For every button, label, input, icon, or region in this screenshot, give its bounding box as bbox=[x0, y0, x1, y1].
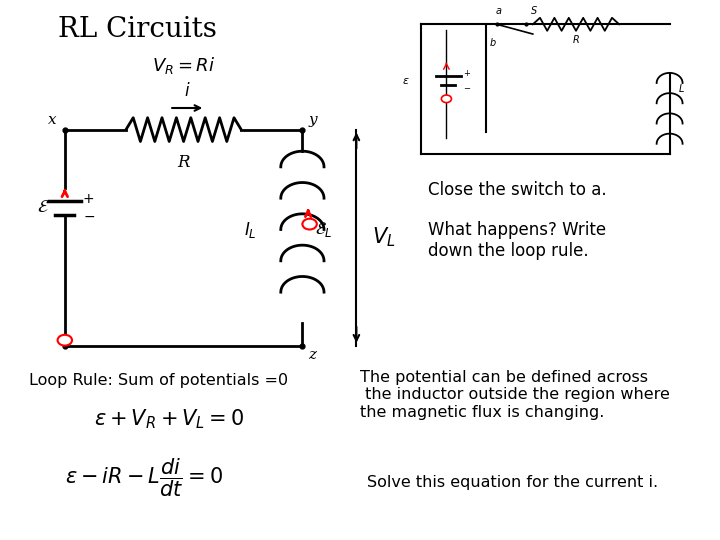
Text: $-$: $-$ bbox=[83, 209, 95, 223]
Text: The potential can be defined across
 the inductor outside the region where
the m: The potential can be defined across the … bbox=[360, 370, 670, 420]
Text: $\varepsilon$: $\varepsilon$ bbox=[402, 76, 409, 86]
Text: L: L bbox=[678, 84, 683, 94]
Text: Loop Rule: Sum of potentials =0: Loop Rule: Sum of potentials =0 bbox=[29, 373, 288, 388]
Text: $\varepsilon - iR - L\dfrac{di}{dt} = 0$: $\varepsilon - iR - L\dfrac{di}{dt} = 0$ bbox=[65, 456, 222, 499]
Text: $I_L$: $I_L$ bbox=[244, 219, 257, 240]
Circle shape bbox=[58, 335, 72, 346]
Text: $\mathcal{E}$: $\mathcal{E}$ bbox=[37, 198, 50, 216]
Text: What happens? Write
down the loop rule.: What happens? Write down the loop rule. bbox=[428, 221, 606, 260]
Text: Close the switch to a.: Close the switch to a. bbox=[428, 181, 607, 199]
Text: $V_L$: $V_L$ bbox=[372, 226, 396, 249]
Text: $\varepsilon + V_R + V_L = 0$: $\varepsilon + V_R + V_L = 0$ bbox=[94, 408, 243, 431]
Text: R: R bbox=[572, 35, 580, 45]
Text: x: x bbox=[48, 113, 56, 127]
Text: $-$: $-$ bbox=[463, 82, 471, 91]
Text: a: a bbox=[495, 6, 501, 16]
Text: R: R bbox=[177, 154, 190, 171]
Text: y: y bbox=[308, 113, 317, 127]
Circle shape bbox=[302, 219, 317, 230]
Circle shape bbox=[441, 95, 451, 103]
Text: $i$: $i$ bbox=[184, 82, 191, 100]
Text: $\mathcal{E}_L$: $\mathcal{E}_L$ bbox=[315, 220, 333, 239]
Text: +: + bbox=[83, 192, 94, 206]
Text: $V_R = Ri$: $V_R = Ri$ bbox=[152, 55, 215, 76]
Text: +: + bbox=[463, 70, 470, 78]
Text: Solve this equation for the current i.: Solve this equation for the current i. bbox=[367, 475, 658, 490]
Text: S: S bbox=[531, 6, 537, 16]
Text: b: b bbox=[490, 38, 496, 48]
Text: RL Circuits: RL Circuits bbox=[58, 16, 217, 43]
Text: z: z bbox=[308, 348, 316, 362]
